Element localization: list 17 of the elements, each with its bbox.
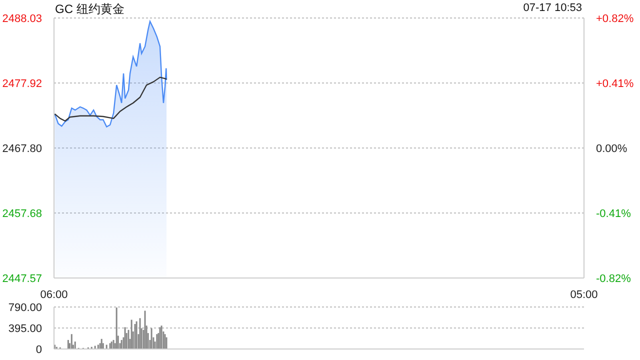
y2-tick-label: -0.82% xyxy=(596,273,632,285)
y-tick-label: 790.00 xyxy=(8,302,42,314)
y-tick-label: 2488.03 xyxy=(2,13,42,25)
y2-tick-label: 0.00% xyxy=(596,143,628,155)
text: 07-17 10:53 xyxy=(523,2,582,14)
y2-tick-label: +0.82% xyxy=(596,13,634,25)
y-tick-label: 2477.92 xyxy=(2,78,42,90)
x-tick-label: 05:00 xyxy=(570,289,598,301)
x-tick-label: 06:00 xyxy=(40,289,68,301)
y2-tick-label: +0.41% xyxy=(596,78,634,90)
y-tick-label: 0 xyxy=(36,344,42,356)
y2-tick-label: -0.41% xyxy=(596,208,632,220)
y-tick-label: 2457.68 xyxy=(2,208,42,220)
chart-title: GC 纽约黄金 xyxy=(55,1,124,18)
y-tick-label: 2467.80 xyxy=(2,143,42,155)
y-tick-label: 395.00 xyxy=(8,323,42,335)
y-tick-label: 2447.57 xyxy=(2,273,42,285)
